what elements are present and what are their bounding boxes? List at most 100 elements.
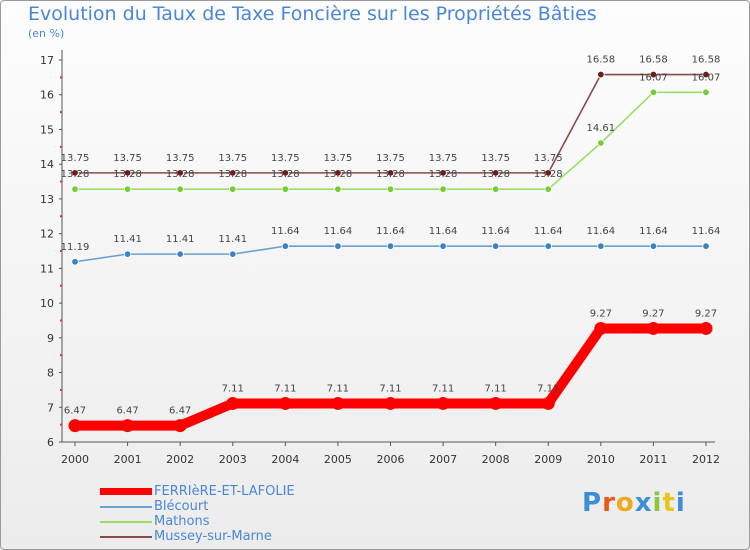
data-label: 13.28 <box>429 169 458 180</box>
y-minor-tick <box>60 388 62 391</box>
data-point <box>489 396 503 410</box>
data-point <box>123 250 132 258</box>
data-label: 13.28 <box>324 169 353 180</box>
data-label: 7.11 <box>485 383 507 394</box>
chart-title: Evolution du Taux de Taxe Foncière sur l… <box>28 3 597 25</box>
data-point <box>121 419 135 433</box>
data-label: 11.64 <box>271 226 300 237</box>
data-point <box>281 169 290 177</box>
data-label: 7.11 <box>327 383 349 394</box>
y-tick-label: 9 <box>47 332 54 345</box>
data-point <box>226 396 240 410</box>
y-minor-tick <box>60 354 62 357</box>
y-tick-label: 15 <box>40 123 54 136</box>
x-tick-label: 2000 <box>61 453 89 466</box>
axes: 6 7 8 9 10 11 12 13 14 15 16 17 2000 2001 2002 2003 2004… <box>40 50 720 466</box>
legend-label-mathons: Mathons <box>154 514 210 529</box>
y-minor-tick <box>60 76 62 79</box>
data-point <box>229 250 237 258</box>
x-tick-label: 2011 <box>639 453 667 466</box>
x-tick-label: 2004 <box>271 453 299 466</box>
data-point <box>491 242 500 250</box>
x-tick-label: 2001 <box>114 453 142 466</box>
x-tick-label: 2007 <box>429 453 457 466</box>
proxiti-logo: Proxiti <box>582 488 686 518</box>
data-label: 13.28 <box>271 169 300 180</box>
data-label: 16.58 <box>587 55 616 66</box>
y-minor-tick <box>60 215 62 218</box>
data-label: 13.28 <box>61 169 90 180</box>
x-tick-label: 2006 <box>377 453 405 466</box>
y-tick-label: 16 <box>40 89 54 102</box>
data-point <box>436 396 450 410</box>
data-point <box>176 250 184 258</box>
y-tick-label: 7 <box>47 401 54 414</box>
x-tick-label: 2002 <box>166 453 194 466</box>
data-label: 13.28 <box>166 169 195 180</box>
data-label: 13.75 <box>271 153 300 164</box>
logo-letter: r <box>602 488 616 518</box>
legend-label-ferriere: FERRIèRE-ET-LAFOLIE <box>154 484 295 499</box>
legend-label-mussey: Mussey-sur-Marne <box>154 529 272 544</box>
data-point <box>229 185 237 193</box>
data-point <box>176 185 184 193</box>
data-label: 9.27 <box>695 308 717 319</box>
data-point <box>544 169 552 177</box>
logo-letter: P <box>582 488 603 518</box>
logo-letter: x <box>634 488 653 518</box>
data-label: 13.28 <box>113 169 142 180</box>
data-point <box>71 258 79 266</box>
data-label: 11.64 <box>639 226 668 237</box>
y-tick-label: 11 <box>40 262 54 275</box>
data-point <box>597 242 605 250</box>
y-minor-tick <box>60 180 62 183</box>
chart-unit: (en %) <box>28 27 65 40</box>
data-point <box>386 169 395 177</box>
data-label: 11.41 <box>166 234 195 245</box>
data-label: 11.64 <box>324 226 353 237</box>
data-label: 11.19 <box>61 242 90 253</box>
data-point <box>646 321 660 335</box>
data-label: 7.11 <box>379 383 401 394</box>
y-minor-tick <box>60 111 62 114</box>
series-layer: 6.47 6.47 6.47 7.11 7.11 7.11 7.11 7.11 7.11 7.11… <box>61 55 720 433</box>
logo-letter: i <box>652 488 663 518</box>
x-tick-label: 2008 <box>482 453 510 466</box>
y-tick-label: 10 <box>40 297 54 310</box>
data-point <box>491 185 500 193</box>
data-point <box>71 185 79 193</box>
data-point <box>123 185 132 193</box>
data-label: 6.47 <box>169 406 191 417</box>
data-label: 14.61 <box>587 123 616 134</box>
y-tick-label: 13 <box>40 193 54 206</box>
data-point <box>281 242 290 250</box>
data-label: 13.75 <box>429 153 458 164</box>
y-minor-tick <box>60 423 62 426</box>
data-point <box>386 185 395 193</box>
x-tick-label: 2005 <box>324 453 352 466</box>
data-point <box>176 169 184 177</box>
y-minor-tick <box>60 284 62 287</box>
data-point <box>702 88 710 96</box>
data-point <box>278 396 292 410</box>
data-label: 13.75 <box>61 153 90 164</box>
data-point <box>334 185 342 193</box>
y-minor-tick <box>60 319 62 322</box>
y-tick-label: 14 <box>40 158 54 171</box>
logo-letter: i <box>675 488 686 518</box>
data-label: 11.41 <box>113 234 142 245</box>
data-point <box>439 242 447 250</box>
data-point <box>544 185 552 193</box>
data-point <box>229 169 237 177</box>
data-label: 11.64 <box>429 226 458 237</box>
data-point <box>699 321 713 335</box>
data-label: 13.28 <box>481 169 510 180</box>
data-label: 13.28 <box>534 169 563 180</box>
data-label: 13.75 <box>481 153 510 164</box>
data-point <box>541 396 555 410</box>
data-point <box>173 419 187 433</box>
data-label: 11.64 <box>587 226 616 237</box>
data-label: 13.75 <box>324 153 353 164</box>
x-tick-label: 2009 <box>534 453 562 466</box>
data-label: 7.11 <box>432 383 454 394</box>
